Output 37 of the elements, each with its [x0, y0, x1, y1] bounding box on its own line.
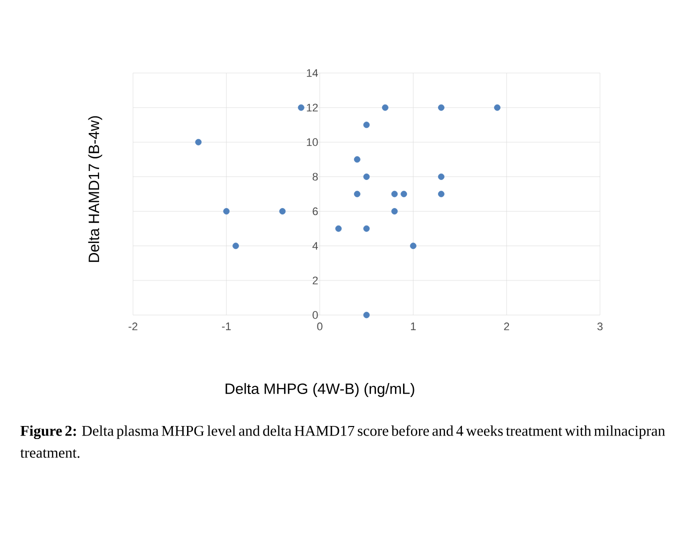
y-tick-label: 12 [306, 104, 318, 112]
y-tick-label: 10 [306, 138, 318, 146]
point [438, 174, 444, 180]
point [363, 312, 370, 318]
x-tick-label: -2 [128, 322, 138, 330]
y-tick-label: 6 [312, 207, 318, 216]
point [195, 138, 202, 146]
x-tick-label: 1 [410, 322, 416, 330]
point [335, 225, 342, 232]
y-tick-label: 0 [312, 311, 318, 319]
point [382, 104, 388, 111]
point [354, 190, 360, 198]
point [400, 190, 408, 198]
point [494, 104, 500, 111]
point [223, 208, 230, 214]
point [438, 190, 444, 198]
point [410, 242, 416, 250]
x-axis-title: Delta MHPG (4W-B) (ng/mL) [226, 383, 414, 397]
point [232, 242, 239, 250]
point [298, 104, 304, 111]
point [391, 208, 398, 214]
y-tick-label: 4 [312, 242, 318, 250]
point [363, 225, 370, 232]
point [354, 156, 360, 163]
point [438, 104, 444, 111]
y-axis-title: Delta HAMD17 (B-4w) [88, 116, 102, 262]
x-tick-label: -1 [222, 322, 231, 330]
point [279, 208, 286, 214]
y-tick-label: 8 [312, 172, 318, 181]
point [363, 174, 370, 180]
y-tick-label: 14 [306, 69, 318, 77]
x-tick-label: 3 [597, 322, 603, 330]
point [363, 122, 370, 128]
text: Figure 2: Delta plasma MHPG level and delta HAMD17 score before and 4 weeks treatment with milnacipran treatment. [20, 425, 666, 458]
point [391, 190, 398, 198]
x-tick-label: 2 [504, 322, 510, 330]
y-tick-label: 2 [312, 276, 318, 284]
